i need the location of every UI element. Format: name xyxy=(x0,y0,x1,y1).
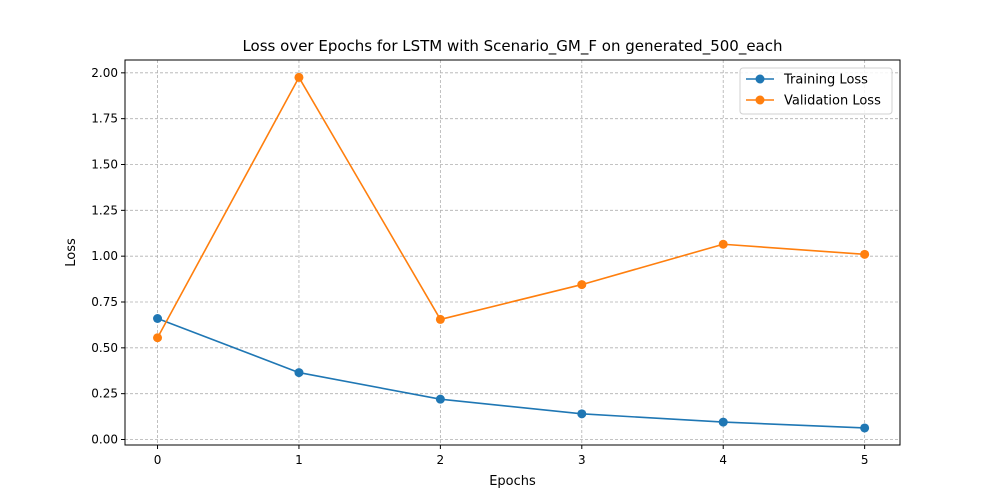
data-point xyxy=(435,394,445,404)
data-point xyxy=(294,72,304,82)
y-tick-label: 1.25 xyxy=(91,203,118,217)
series-line xyxy=(157,317,865,429)
data-point xyxy=(718,239,728,249)
legend-label: Training Loss xyxy=(783,73,868,88)
y-tick-label: 0.25 xyxy=(91,387,118,401)
y-tick-label: 1.50 xyxy=(91,158,118,172)
axes: 0 1 2 3 4 5 0.00 0.25 0.50 0.75 1.00 1.25 1.50 1.75 2.… xyxy=(91,66,868,467)
x-tick-label: 3 xyxy=(578,453,586,467)
y-tick-label: 2.00 xyxy=(91,66,118,80)
data-point xyxy=(435,314,445,324)
data-point xyxy=(577,409,587,419)
x-tick-label: 1 xyxy=(295,453,303,467)
series-line xyxy=(156,76,865,339)
legend: Training Loss Validation Loss xyxy=(739,67,893,115)
x-tick-label: 5 xyxy=(861,453,869,467)
chart-title: Loss over Epochs for LSTM with Scenario_… xyxy=(242,37,782,56)
data-point xyxy=(577,280,587,290)
data-point xyxy=(860,249,870,259)
plot-area-frame xyxy=(124,59,901,446)
data-point xyxy=(153,314,163,323)
legend-marker xyxy=(755,74,765,84)
legend-box xyxy=(739,67,893,115)
y-tick-label: 0.75 xyxy=(91,295,118,309)
data-point xyxy=(860,423,870,433)
x-tick-label: 0 xyxy=(154,453,162,467)
x-tick-label: 2 xyxy=(437,453,445,467)
series-lines xyxy=(153,72,870,433)
legend-marker xyxy=(755,95,765,105)
data-point xyxy=(718,417,728,427)
data-point xyxy=(294,368,304,378)
y-tick-label: 1.75 xyxy=(91,112,118,126)
y-tick-label: 0.00 xyxy=(91,433,118,447)
legend-label: Validation Loss xyxy=(784,94,881,109)
y-axis-label: Loss xyxy=(64,238,79,267)
grid xyxy=(125,60,900,445)
y-tick-label: 0.50 xyxy=(91,341,118,355)
data-point xyxy=(153,333,163,343)
x-axis-label: Epochs xyxy=(489,474,536,489)
y-tick-label: 1.00 xyxy=(91,249,118,263)
x-tick-label: 4 xyxy=(719,453,727,467)
